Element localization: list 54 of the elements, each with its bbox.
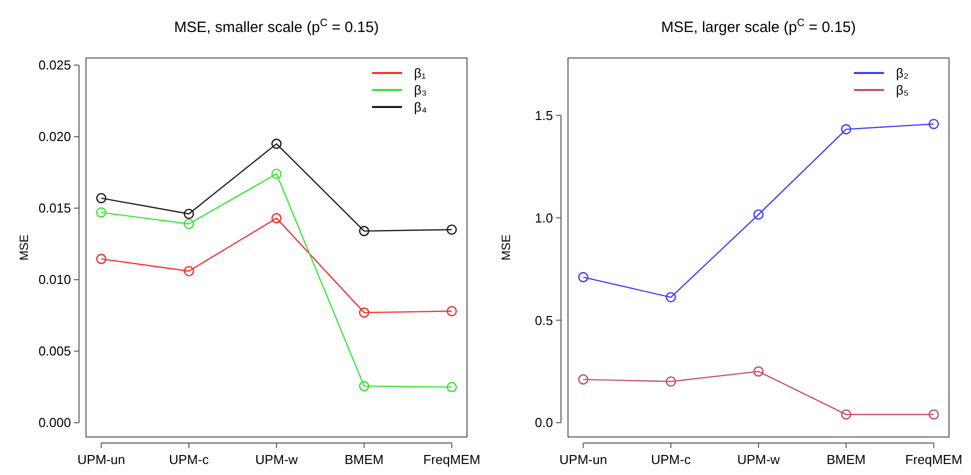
point bbox=[753, 209, 764, 220]
y-tick-label: 0.005 bbox=[38, 344, 71, 359]
point bbox=[928, 409, 939, 420]
y-tick-label: 0.020 bbox=[38, 129, 71, 144]
point bbox=[358, 380, 370, 392]
x-tick-label: UPM-un bbox=[559, 452, 608, 467]
point bbox=[96, 193, 106, 204]
point bbox=[446, 224, 457, 235]
point bbox=[358, 226, 370, 236]
point bbox=[271, 213, 282, 224]
legend-label: β₁ bbox=[414, 66, 426, 81]
point bbox=[184, 266, 194, 276]
y-tick-label: 0.000 bbox=[38, 415, 71, 430]
point bbox=[578, 374, 588, 385]
point bbox=[184, 208, 194, 220]
y-tick-label: 1.0 bbox=[534, 210, 553, 226]
chart-title: MSE, smaller scale (p$^{C}$ = 0.15) bbox=[174, 17, 379, 36]
point bbox=[446, 382, 457, 392]
point bbox=[184, 218, 194, 230]
legend-label: β₂ bbox=[896, 66, 909, 81]
chart-title: MSE, larger scale (p$^{C}$ = 0.15) bbox=[661, 17, 856, 36]
x-tick-label: UPM-w bbox=[737, 452, 780, 467]
x-tick-label: UPM-un bbox=[77, 452, 126, 467]
point bbox=[271, 168, 282, 179]
x-tick-label: UPM-c bbox=[169, 452, 210, 467]
point bbox=[666, 292, 676, 302]
y-axis-title: MSE bbox=[499, 234, 513, 261]
point bbox=[753, 366, 764, 377]
x-tick-label: FreqMEM bbox=[905, 452, 962, 467]
point bbox=[840, 409, 852, 420]
legend-label: β₅ bbox=[896, 82, 909, 98]
y-tick-label: 0.025 bbox=[38, 58, 71, 73]
point bbox=[928, 118, 939, 130]
point bbox=[666, 376, 676, 387]
legend-label: β₃ bbox=[414, 82, 427, 98]
y-tick-label: 1.5 bbox=[534, 108, 553, 123]
y-tick-label: 0.0 bbox=[534, 415, 553, 430]
point bbox=[271, 138, 282, 149]
x-tick-label: FreqMEM bbox=[423, 452, 480, 467]
point bbox=[358, 307, 370, 318]
x-tick-label: UPM-c bbox=[651, 452, 692, 467]
x-tick-label: BMEM bbox=[344, 452, 384, 467]
point bbox=[840, 124, 852, 134]
legend-label: β₄ bbox=[414, 100, 427, 115]
point bbox=[96, 254, 106, 264]
y-tick-label: 0.010 bbox=[38, 272, 71, 288]
y-tick-label: 0.5 bbox=[534, 312, 553, 328]
y-tick-label: 0.015 bbox=[38, 200, 71, 216]
point bbox=[446, 306, 457, 316]
point bbox=[578, 272, 588, 282]
x-tick-label: UPM-w bbox=[255, 452, 298, 467]
y-axis-title: MSE bbox=[17, 234, 31, 261]
x-tick-label: BMEM bbox=[826, 452, 866, 467]
point bbox=[96, 207, 106, 218]
